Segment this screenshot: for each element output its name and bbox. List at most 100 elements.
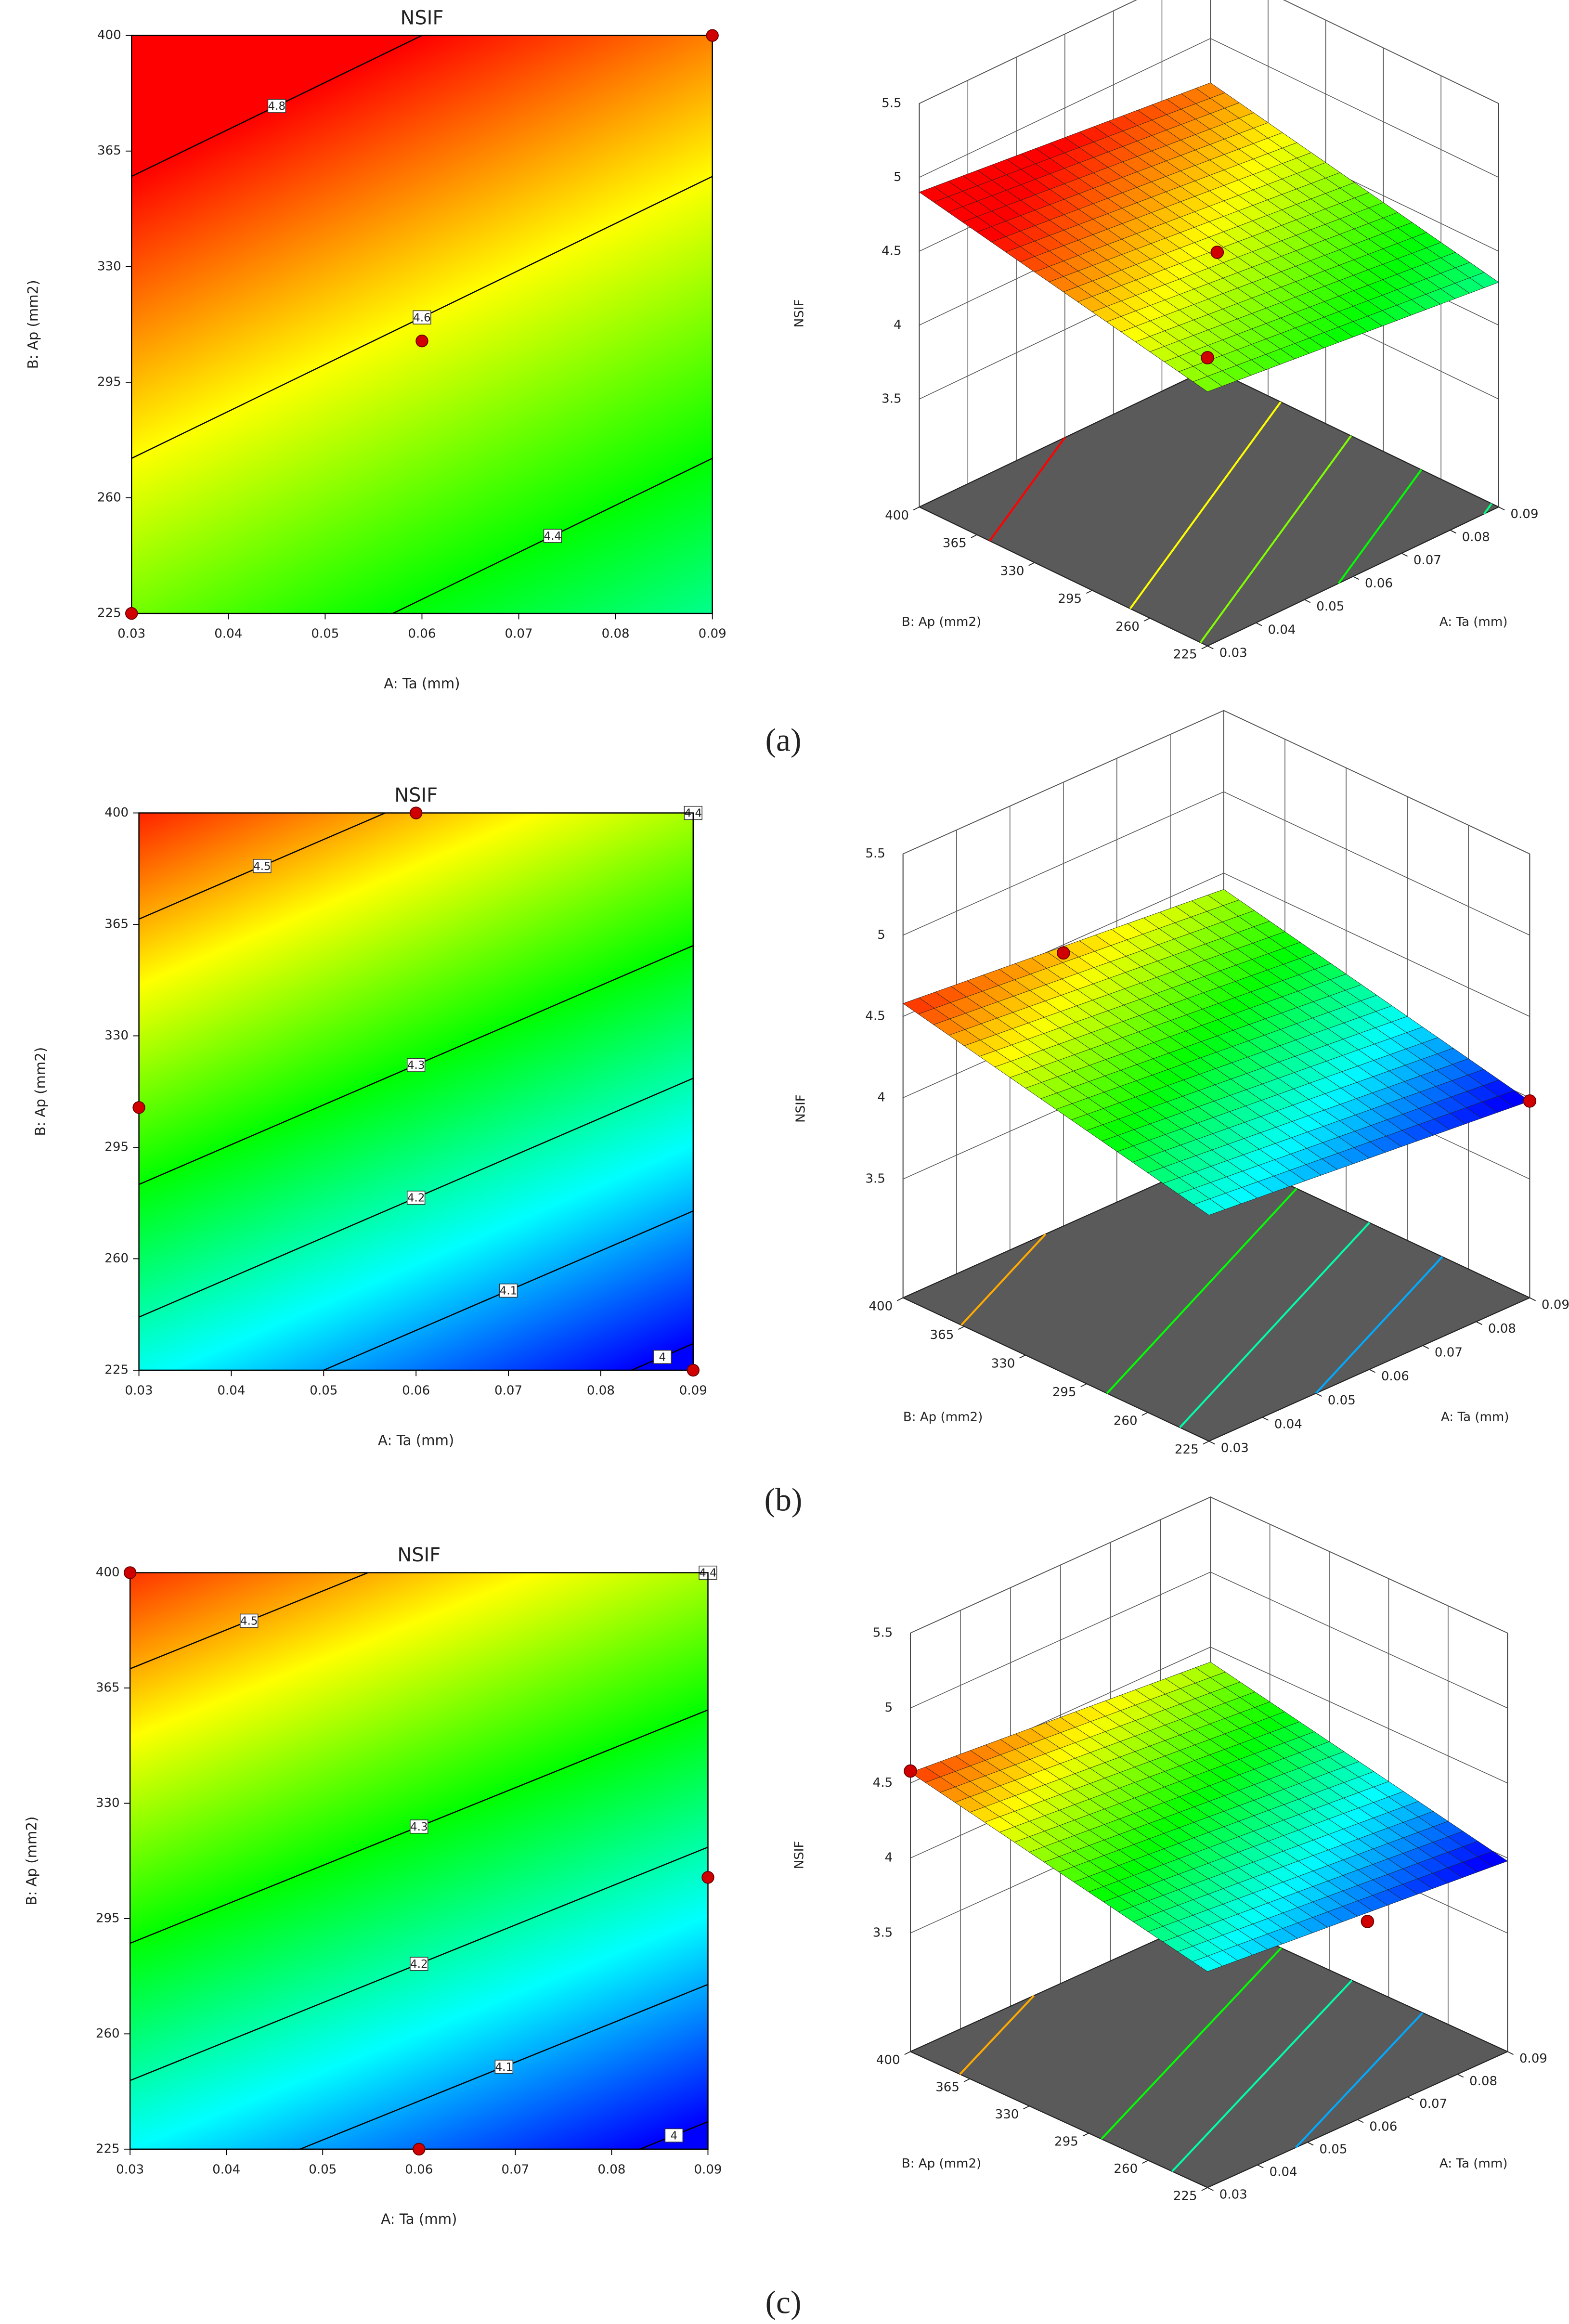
contour-label: 4.6 bbox=[413, 312, 431, 324]
x-tick-label: 0.09 bbox=[699, 627, 726, 641]
y-tick-label: 260 bbox=[97, 490, 121, 505]
z-axis-title: NSIF bbox=[792, 299, 806, 327]
x-tick-label: 0.03 bbox=[1221, 1441, 1249, 1455]
y-tick-label: 225 bbox=[104, 1363, 129, 1377]
contour-label-box bbox=[653, 1350, 672, 1364]
z-tick-label: 4 bbox=[877, 1091, 885, 1105]
contour-label: 4.3 bbox=[407, 1059, 425, 1072]
panel-caption: (b) bbox=[765, 1482, 803, 1518]
y-tick-label: 330 bbox=[96, 1796, 120, 1810]
contour-label-box bbox=[494, 2060, 514, 2074]
x-tick-label: 0.06 bbox=[1369, 2119, 1397, 2134]
contour-label: 4 bbox=[671, 2129, 678, 2142]
y-tick-label: 295 bbox=[104, 1140, 129, 1154]
y-tick-label: 330 bbox=[97, 259, 121, 273]
contour-fill bbox=[131, 35, 713, 614]
x-axis-title: A: Ta (mm) bbox=[381, 2211, 457, 2227]
contour-label-box bbox=[253, 859, 272, 873]
z-tick-label: 5 bbox=[894, 170, 902, 184]
y-axis-title: B: Ap (mm2) bbox=[902, 2156, 981, 2171]
x-tick-label: 0.05 bbox=[1319, 2142, 1347, 2156]
y-tick-label: 365 bbox=[935, 2080, 960, 2095]
contour-label: 4.4 bbox=[544, 530, 562, 543]
design-point bbox=[701, 1871, 714, 1884]
floor-contour bbox=[988, 437, 1066, 542]
z-tick-label: 3.5 bbox=[873, 1926, 893, 1940]
x-tick-label: 0.04 bbox=[212, 2162, 240, 2177]
x-tick-label: 0.04 bbox=[1274, 1417, 1302, 1431]
x-tick bbox=[1422, 1345, 1429, 1349]
contour-label-box bbox=[413, 310, 431, 325]
floor-contour bbox=[1171, 1979, 1353, 2172]
x-tick bbox=[1529, 1297, 1536, 1301]
contour-label: 4.1 bbox=[500, 1285, 518, 1298]
contour-label: 4.5 bbox=[253, 860, 271, 873]
y-tick-label: 295 bbox=[97, 375, 121, 389]
contour-label-box bbox=[406, 1058, 426, 1072]
x-tick-label: 0.05 bbox=[1328, 1393, 1356, 1408]
x-tick-label: 0.06 bbox=[1365, 576, 1393, 591]
x-tick-label: 0.03 bbox=[1219, 646, 1247, 660]
y-tick-label: 225 bbox=[97, 606, 121, 621]
floor-contour bbox=[1179, 1222, 1370, 1428]
y-tick-label: 400 bbox=[885, 508, 909, 523]
design-point bbox=[132, 1101, 145, 1114]
y-tick bbox=[1086, 590, 1093, 594]
floor-contour bbox=[959, 1995, 1035, 2075]
z-tick-label: 3.5 bbox=[882, 391, 901, 406]
design-point bbox=[1056, 946, 1070, 960]
x-tick-label: 0.08 bbox=[1488, 1322, 1516, 1336]
y-tick-label: 330 bbox=[991, 1357, 1015, 1371]
y-tick bbox=[1023, 2105, 1030, 2110]
y-tick-label: 330 bbox=[1000, 564, 1024, 578]
panel-caption: (c) bbox=[765, 2285, 802, 2321]
z-axis-title: NSIF bbox=[792, 1841, 806, 1869]
floor-contour bbox=[960, 1233, 1047, 1326]
x-tick-label: 0.06 bbox=[408, 627, 436, 641]
y-tick-label: 365 bbox=[930, 1328, 954, 1342]
y-tick-label: 365 bbox=[104, 917, 129, 931]
y-axis-title: B: Ap (mm2) bbox=[32, 1047, 49, 1136]
x-tick-label: 0.07 bbox=[501, 2162, 529, 2177]
y-tick bbox=[1080, 1383, 1087, 1388]
x-tick-label: 0.09 bbox=[1510, 507, 1538, 521]
y-tick-label: 225 bbox=[96, 2142, 120, 2156]
response-surface bbox=[910, 1662, 1508, 1972]
x-tick-label: 0.04 bbox=[1270, 2165, 1297, 2179]
z-tick-label: 5 bbox=[877, 928, 885, 942]
y-tick bbox=[963, 2078, 970, 2082]
contour-label-box bbox=[543, 529, 562, 543]
y-tick-label: 365 bbox=[97, 143, 121, 158]
design-point bbox=[123, 1566, 137, 1579]
x-tick bbox=[1498, 506, 1505, 510]
y-tick bbox=[1203, 1441, 1209, 1445]
y-axis-title: B: Ap (mm2) bbox=[903, 1410, 983, 1425]
y-tick-label: 330 bbox=[995, 2107, 1019, 2122]
z-tick-label: 5.5 bbox=[882, 96, 901, 110]
x-tick bbox=[1257, 2164, 1264, 2168]
z-tick-label: 4.5 bbox=[873, 1776, 893, 1790]
x-tick bbox=[1262, 1416, 1269, 1421]
x-axis-title: A: Ta (mm) bbox=[384, 675, 460, 691]
design-point bbox=[687, 1363, 700, 1377]
x-tick bbox=[1450, 530, 1456, 534]
x-tick-label: 0.04 bbox=[1268, 623, 1296, 637]
design-point bbox=[1361, 1915, 1374, 1928]
x-tick bbox=[1476, 1321, 1483, 1325]
floor-contour bbox=[1199, 435, 1352, 643]
y-tick-label: 295 bbox=[96, 1911, 120, 1925]
z-tick-label: 3.5 bbox=[865, 1171, 885, 1186]
response-surface bbox=[902, 889, 1530, 1216]
y-tick-label: 225 bbox=[1175, 1442, 1199, 1457]
y-tick bbox=[1028, 562, 1035, 566]
floor-contour bbox=[1483, 503, 1492, 515]
x-tick bbox=[1369, 1369, 1375, 1373]
x-tick bbox=[1407, 2096, 1414, 2101]
y-tick-label: 225 bbox=[1173, 648, 1197, 662]
x-tick-label: 0.06 bbox=[405, 2162, 433, 2177]
z-tick-label: 4.5 bbox=[865, 1009, 885, 1024]
contour-label: 4.2 bbox=[410, 1958, 428, 1971]
x-tick-label: 0.03 bbox=[1219, 2187, 1247, 2202]
y-tick bbox=[1143, 618, 1150, 622]
